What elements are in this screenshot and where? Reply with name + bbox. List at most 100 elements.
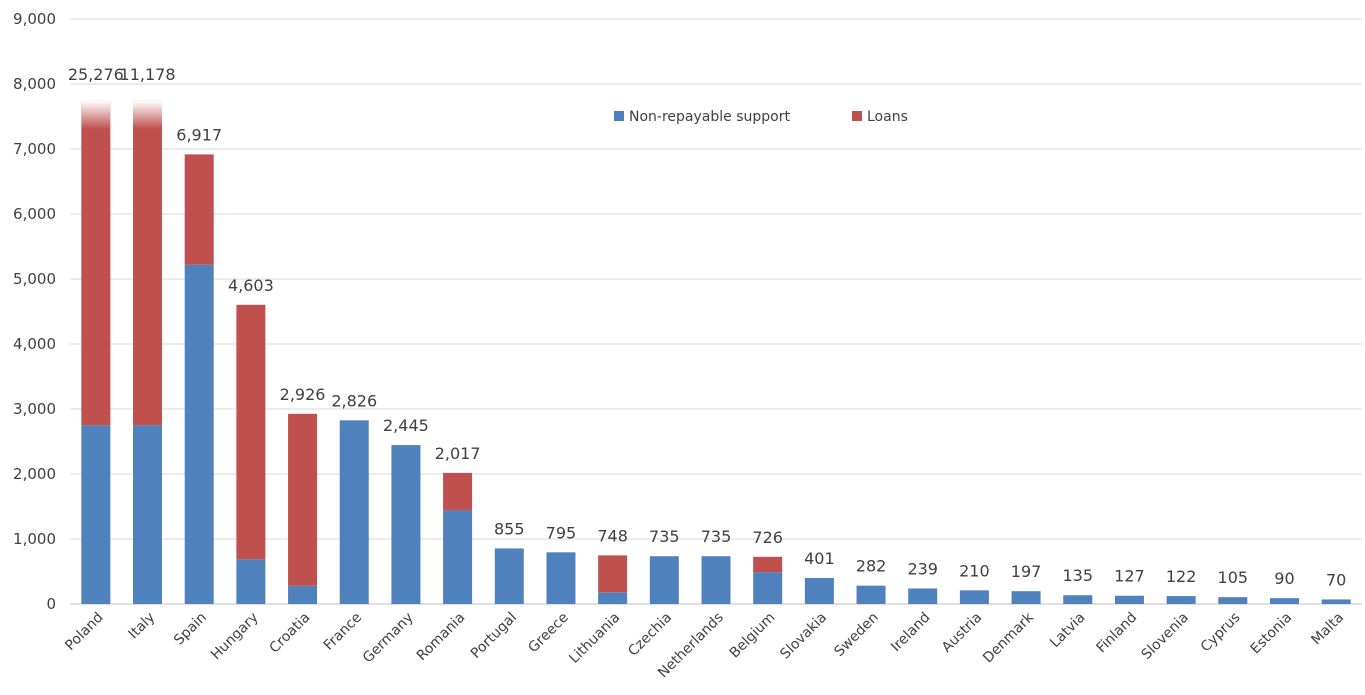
x-category-label: Portugal [468, 610, 520, 662]
y-tick-label: 1,000 [13, 530, 56, 548]
bar-latvia-non-repayable [1063, 595, 1093, 604]
bar-malta-non-repayable [1321, 599, 1351, 604]
total-label-italy: 11,178 [120, 65, 176, 84]
x-category-label: Greece [525, 610, 572, 657]
x-category-label: Belgium [727, 610, 779, 662]
bar-belgium-loans [753, 556, 783, 573]
total-label-slovakia: 401 [804, 549, 835, 568]
x-category-label: Croatia [266, 610, 313, 657]
bar-hungary-non-repayable [236, 559, 266, 604]
x-category-label: Italy [126, 610, 159, 643]
bar-cyprus-non-repayable [1218, 597, 1248, 604]
bars [81, 100, 1351, 604]
y-axis-ticks: 0 1,000 2,000 3,000 4,000 5,000 6,000 7,000 8,00… [13, 10, 56, 613]
x-category-label: France [321, 610, 365, 654]
bar-estonia-non-repayable [1269, 598, 1299, 604]
x-category-label: Romania [414, 610, 469, 665]
x-category-label: Estonia [1248, 610, 1296, 658]
y-tick-label: 6,000 [13, 205, 56, 223]
legend-label-loans: Loans [867, 109, 908, 125]
y-tick-label: 7,000 [13, 140, 56, 158]
total-label-belgium: 726 [752, 528, 783, 547]
total-label-hungary: 4,603 [228, 276, 274, 295]
bar-germany-non-repayable [391, 445, 421, 604]
y-tick-label: 9,000 [13, 10, 56, 28]
bar-ireland-non-repayable [908, 588, 938, 604]
total-label-netherlands: 735 [701, 527, 732, 546]
truncation-fade [133, 100, 163, 129]
total-label-austria: 210 [959, 561, 990, 580]
x-category-label: Germany [360, 610, 417, 667]
x-category-label: Hungary [208, 610, 262, 664]
bar-greece-non-repayable [546, 552, 576, 604]
total-label-croatia: 2,926 [280, 385, 326, 404]
bar-portugal-non-repayable [494, 548, 524, 604]
y-tick-label: 3,000 [13, 400, 56, 418]
total-label-slovenia: 122 [1166, 567, 1197, 586]
legend-swatch-non-repayable [614, 111, 624, 121]
total-label-denmark: 197 [1011, 562, 1042, 581]
total-label-malta: 70 [1326, 570, 1346, 589]
bar-lithuania-non-repayable [598, 592, 628, 604]
bar-slovenia-non-repayable [1166, 596, 1196, 604]
total-label-greece: 795 [546, 523, 577, 542]
bar-spain-non-repayable [184, 264, 214, 604]
bar-spain-loans [184, 154, 214, 265]
bar-austria-non-repayable [959, 590, 989, 604]
x-category-label: Malta [1308, 610, 1347, 649]
x-category-label: Poland [62, 610, 106, 654]
truncation-fade [81, 100, 111, 129]
y-tick-label: 2,000 [13, 465, 56, 483]
bar-netherlands-non-repayable [701, 556, 731, 604]
x-category-label: Slovakia [777, 610, 830, 663]
y-tick-label: 5,000 [13, 270, 56, 288]
x-category-label: Spain [171, 610, 210, 649]
bar-france-non-repayable [339, 420, 369, 604]
gridlines [70, 18, 1362, 605]
total-label-finland: 127 [1114, 567, 1145, 586]
total-label-latvia: 135 [1062, 566, 1093, 585]
bar-finland-non-repayable [1114, 595, 1144, 604]
bar-hungary-loans [236, 304, 266, 560]
x-category-label: Finland [1094, 610, 1141, 657]
total-label-germany: 2,445 [383, 416, 429, 435]
x-category-label: Sweden [831, 610, 881, 660]
x-category-label: Denmark [980, 609, 1037, 666]
bar-poland-loans [81, 100, 111, 426]
total-label-poland: 25,276 [68, 65, 124, 84]
total-label-france: 2,826 [331, 391, 377, 410]
bar-sweden-non-repayable [856, 585, 886, 604]
x-category-label: Austria [939, 610, 985, 656]
x-category-label: Latvia [1047, 610, 1088, 651]
total-label-ireland: 239 [907, 559, 938, 578]
legend-swatch-loans [852, 111, 862, 121]
total-label-lithuania: 748 [597, 526, 628, 545]
x-category-label: Czechia [625, 610, 675, 660]
bar-poland-non-repayable [81, 425, 111, 604]
x-category-label: Ireland [888, 610, 934, 656]
bar-slovakia-non-repayable [804, 577, 834, 604]
total-label-portugal: 855 [494, 519, 525, 538]
total-label-sweden: 282 [856, 557, 887, 576]
bar-czechia-non-repayable [649, 556, 679, 604]
total-label-estonia: 90 [1274, 569, 1294, 588]
bar-romania-non-repayable [443, 510, 473, 604]
x-category-label: Slovenia [1138, 610, 1191, 663]
y-tick-label: 0 [46, 595, 56, 613]
legend: Non-repayable support Loans [614, 109, 908, 125]
y-tick-label: 4,000 [13, 335, 56, 353]
bar-croatia-loans [288, 413, 318, 586]
bar-italy-loans [133, 100, 163, 426]
bar-romania-loans [443, 472, 473, 511]
x-category-label: Lithuania [566, 610, 623, 667]
bar-italy-non-repayable [133, 425, 163, 604]
total-label-cyprus: 105 [1218, 568, 1249, 587]
bar-croatia-non-repayable [288, 585, 318, 604]
bar-denmark-non-repayable [1011, 591, 1041, 604]
y-tick-label: 8,000 [13, 75, 56, 93]
bar-lithuania-loans [598, 555, 628, 593]
legend-label-non-repayable: Non-repayable support [629, 109, 790, 125]
bar-belgium-non-repayable [753, 572, 783, 604]
